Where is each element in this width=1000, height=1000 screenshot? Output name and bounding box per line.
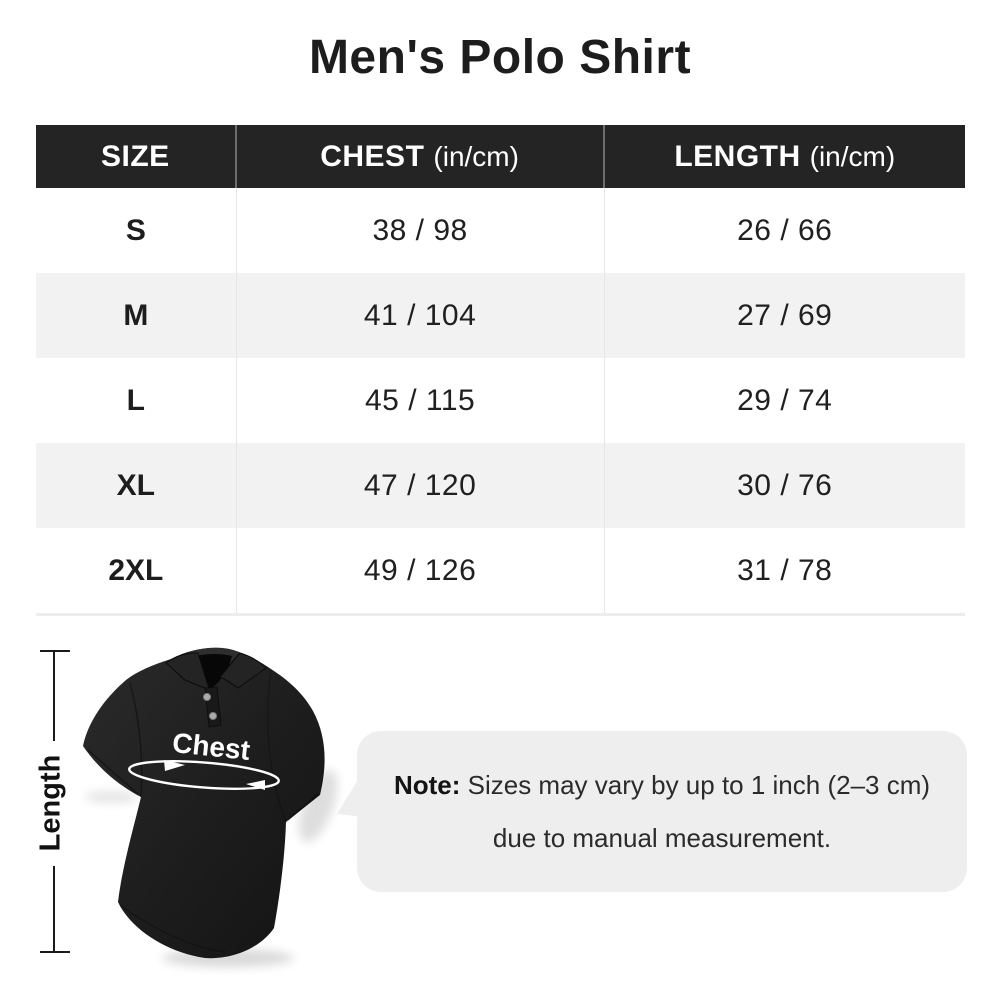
chest-measure-ellipse — [128, 760, 280, 790]
note-bubble: Note: Sizes may vary by up to 1 inch (2–… — [357, 731, 967, 892]
length-cell: 29 / 74 — [737, 383, 833, 417]
chest-cell: 45 / 115 — [237, 358, 605, 443]
length-cell: 27 / 69 — [737, 298, 833, 332]
table-row: 2XL 49 / 126 31 / 78 — [36, 528, 965, 613]
polo-shirt-illustration: Chest — [83, 647, 325, 959]
table-row: S 38 / 98 26 / 66 — [36, 188, 965, 273]
size-cell: L — [36, 358, 237, 443]
table-header-row: SIZE CHEST (in/cm) LENGTH (in/cm) — [36, 125, 965, 188]
button-bottom — [208, 711, 218, 721]
size-table: SIZE CHEST (in/cm) LENGTH (in/cm) S 38 /… — [36, 125, 965, 616]
shirt-seams — [87, 669, 319, 953]
measurement-diagram: Length Chest — [35, 647, 372, 967]
sleeve-shadow — [298, 769, 338, 843]
header-size-label: SIZE — [100, 139, 170, 173]
chest-arrow-left — [246, 780, 265, 790]
size-cell: S — [36, 188, 237, 273]
table-row: XL 47 / 120 30 / 76 — [36, 443, 965, 528]
chest-arrow-right — [164, 760, 185, 771]
collar-right-flap — [219, 652, 267, 689]
table-row: M 41 / 104 27 / 69 — [36, 273, 965, 358]
header-chest: CHEST (in/cm) — [237, 125, 605, 188]
chest-cell: 47 / 120 — [237, 443, 605, 528]
header-chest-unit: (in/cm) — [433, 140, 519, 172]
cuff-shadow — [84, 791, 140, 803]
length-measure-line — [40, 650, 70, 953]
header-size: SIZE — [36, 125, 237, 188]
chest-cell: 41 / 104 — [237, 273, 605, 358]
length-label: Length — [35, 755, 67, 852]
note-line-1: Note: Sizes may vary by up to 1 inch (2–… — [394, 759, 930, 812]
length-cell: 30 / 76 — [737, 468, 833, 502]
table-row: L 45 / 115 29 / 74 — [36, 358, 965, 443]
size-cell: M — [36, 273, 237, 358]
note-prefix: Note: — [393, 769, 461, 800]
header-length: LENGTH (in/cm) — [605, 125, 965, 188]
header-length-unit: (in/cm) — [809, 140, 896, 172]
chest-cell: 49 / 126 — [237, 528, 605, 613]
shirt-body — [83, 647, 325, 959]
size-cell: 2XL — [36, 528, 237, 613]
header-chest-label: CHEST — [320, 139, 425, 173]
note-text-line2: due to manual measurement. — [492, 822, 832, 853]
chest-cell: 38 / 98 — [237, 188, 605, 273]
page-title: Men's Polo Shirt — [308, 31, 692, 84]
button-top — [202, 692, 212, 702]
length-cell: 31 / 78 — [737, 553, 833, 587]
header-length-label: LENGTH — [674, 139, 801, 173]
size-cell: XL — [36, 443, 237, 528]
note-text-line1: Sizes may vary by up to 1 inch (2–3 cm) — [467, 769, 931, 800]
length-cell: 26 / 66 — [737, 213, 833, 247]
